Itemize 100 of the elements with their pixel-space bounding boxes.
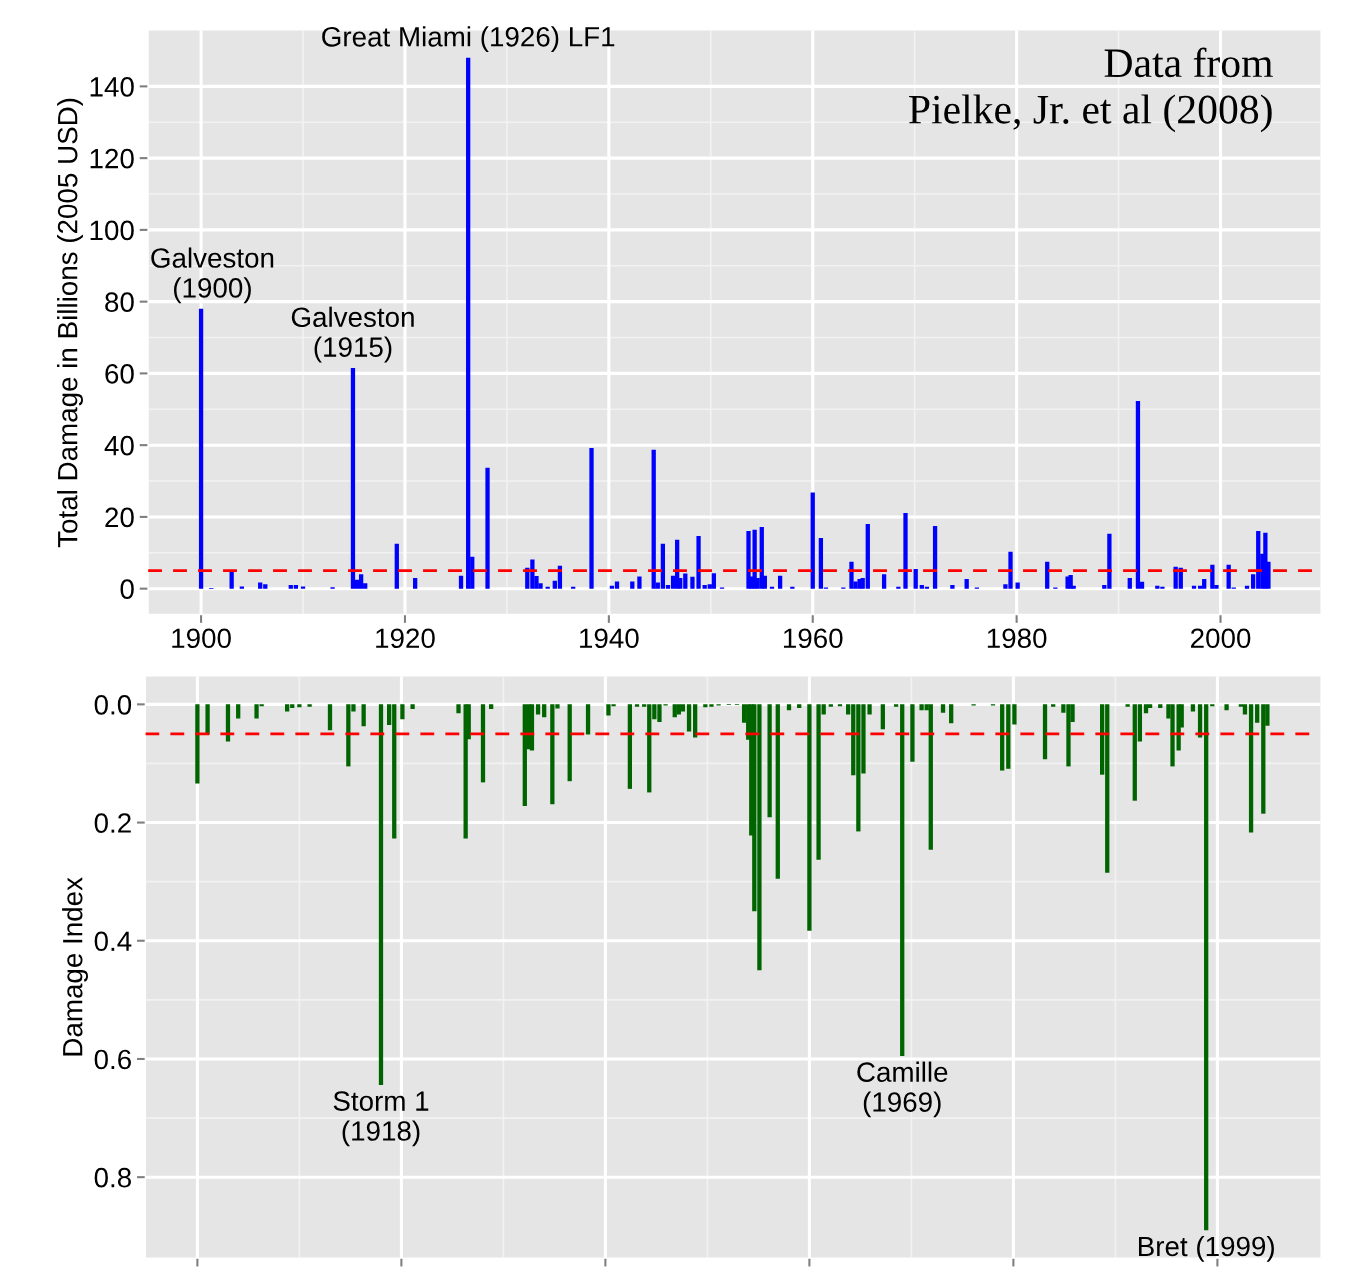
bar <box>609 585 615 589</box>
bar <box>522 704 527 807</box>
bar <box>1190 704 1196 712</box>
annotation: Data from Pielke, Jr. et al (2008) <box>909 47 1273 133</box>
bar <box>1191 585 1197 589</box>
bar <box>881 574 887 589</box>
bar <box>585 704 591 735</box>
bar <box>297 704 302 708</box>
bar <box>225 704 231 742</box>
bar <box>818 538 824 589</box>
bar <box>1242 704 1248 715</box>
bar <box>489 704 494 710</box>
bar <box>198 308 204 589</box>
bar <box>676 704 681 715</box>
bar <box>1143 704 1149 714</box>
bar <box>797 704 802 708</box>
x-tick-label: 1900 <box>172 628 231 649</box>
bar <box>358 574 364 589</box>
bar <box>1224 704 1229 711</box>
y-tick-label: 0 <box>120 579 134 599</box>
bar <box>614 581 620 589</box>
x-tick-label: 1940 <box>580 628 639 649</box>
bar <box>1000 704 1005 771</box>
bar <box>777 575 783 589</box>
bar <box>1012 704 1017 725</box>
bar <box>1135 401 1141 589</box>
bar <box>195 704 200 784</box>
y-tick-label: 0.8 <box>94 1167 131 1188</box>
bar <box>567 704 572 782</box>
x-tick-label: 1920 <box>376 628 435 649</box>
bar <box>693 704 698 738</box>
bar <box>828 704 833 707</box>
bar <box>350 368 356 589</box>
bar <box>542 704 547 718</box>
y-tick-label: 140 <box>90 77 134 97</box>
y-tick-label: 100 <box>90 220 134 241</box>
bar <box>456 704 461 714</box>
annotation: Camille (1969) <box>857 1061 948 1118</box>
bar <box>1204 704 1209 1231</box>
bar <box>1170 704 1175 767</box>
bar <box>1015 582 1020 589</box>
bar <box>1255 704 1260 723</box>
bar <box>394 543 399 589</box>
bar <box>1125 704 1130 707</box>
y-axis-title: Total Damage in Billions (2005 USD) <box>57 98 83 548</box>
y-tick-label: 0.6 <box>94 1049 131 1070</box>
annotation: Storm 1 (1918) <box>333 1091 429 1147</box>
bar <box>589 448 594 589</box>
bar <box>285 704 290 712</box>
bar <box>1261 704 1266 814</box>
bar <box>651 449 656 589</box>
bar <box>1210 564 1215 589</box>
y-tick-label: 0.4 <box>94 931 132 952</box>
bar <box>1244 585 1250 589</box>
bar <box>913 568 918 589</box>
bar <box>775 704 780 879</box>
y-tick-label: 80 <box>105 292 134 312</box>
annotation: Great Miami (1926) LF1 <box>322 26 615 53</box>
annotation: Galveston (1900) <box>151 247 274 304</box>
y-tick-label: 120 <box>90 148 134 169</box>
bar <box>880 704 885 730</box>
y-axis-title: Damage Index <box>62 877 89 1056</box>
y-tick-label: 0.2 <box>94 813 131 833</box>
bar <box>1127 577 1132 589</box>
x-tick-label: 2000 <box>1191 628 1251 649</box>
bar <box>1248 704 1254 833</box>
bar <box>327 704 333 731</box>
bar <box>940 704 946 713</box>
bar <box>711 573 716 589</box>
bar <box>660 543 666 589</box>
bar <box>361 704 366 727</box>
annotation: Galveston (1915) <box>291 306 414 363</box>
bar <box>410 704 415 710</box>
bar <box>1006 704 1011 769</box>
bar <box>709 704 714 707</box>
bar <box>630 581 635 589</box>
bar <box>236 704 241 719</box>
bar <box>627 704 633 789</box>
bar <box>480 704 486 783</box>
bar <box>672 704 677 718</box>
bar <box>458 575 464 589</box>
bar <box>680 704 686 712</box>
bar <box>485 467 490 589</box>
bar <box>400 704 405 720</box>
bar <box>893 704 899 707</box>
bar <box>1051 704 1056 707</box>
bar <box>900 704 905 1057</box>
bar <box>810 492 815 589</box>
bar <box>293 585 299 589</box>
bar <box>950 585 955 589</box>
bar <box>786 704 792 711</box>
bar <box>865 524 870 589</box>
bar <box>964 578 969 589</box>
bar <box>466 57 471 589</box>
y-tick-label: 20 <box>105 507 134 528</box>
bar <box>807 704 812 931</box>
bar <box>258 582 263 589</box>
bar <box>205 704 210 735</box>
bar <box>910 704 915 762</box>
bar <box>634 704 640 707</box>
